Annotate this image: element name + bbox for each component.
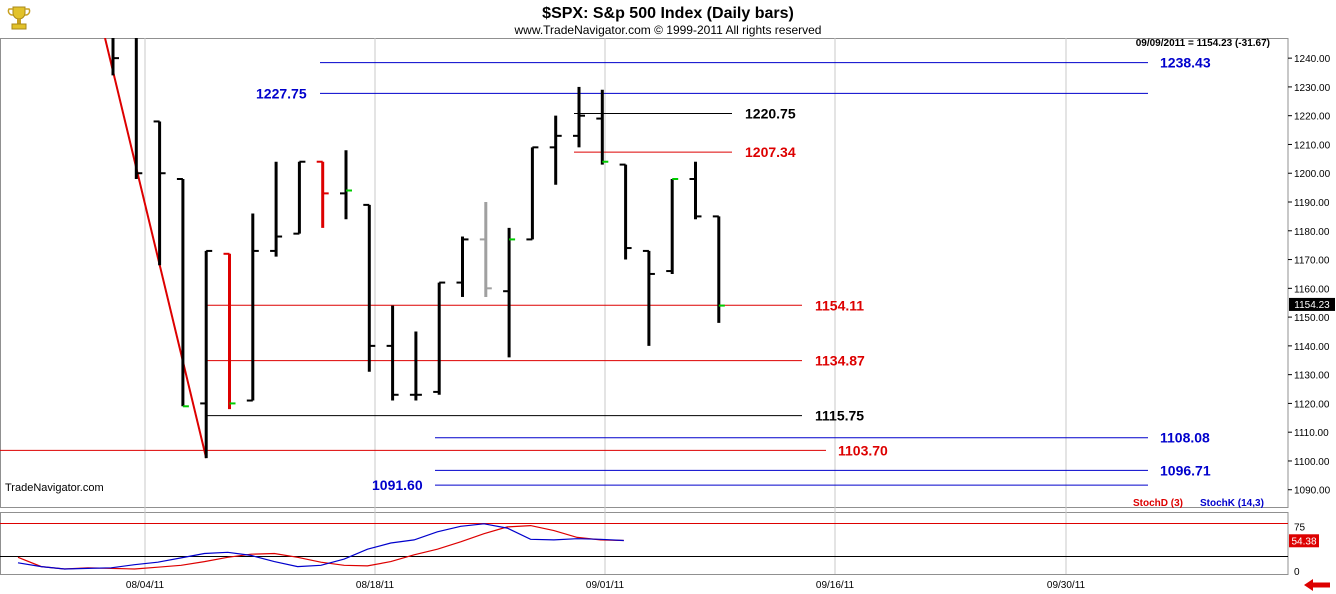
- watermark: TradeNavigator.com: [5, 482, 104, 494]
- y-tick-label: 1220.00: [1294, 112, 1331, 123]
- ohlc-bar: [363, 203, 376, 372]
- y-tick-label: 1200.00: [1294, 169, 1331, 180]
- legend-stochd: StochD (3): [1133, 498, 1183, 509]
- ohlc-bar: [712, 215, 725, 323]
- ohlc-bar: [153, 120, 166, 266]
- downtrend-line: [104, 38, 208, 459]
- ohlc-bar: [503, 227, 516, 358]
- y-tick-label: 1120.00: [1294, 399, 1330, 410]
- trendline: [104, 38, 208, 459]
- last-price-badge: [1289, 297, 1335, 311]
- level-label: 1103.70: [838, 442, 888, 458]
- y-tick-label: 1100.00: [1294, 457, 1330, 468]
- level-label: 1134.87: [815, 353, 865, 369]
- ohlc-bar: [134, 38, 143, 179]
- stochastic-panel: StochD (3) StochK (14,3) 75 0 54.38: [0, 498, 1319, 578]
- grid: 08/04/11 08/18/11 09/01/11 09/16/11 09/30/11: [0, 38, 1289, 591]
- level-label: 1108.08: [1160, 430, 1210, 446]
- ohlc-bar: [666, 177, 679, 274]
- y-tick-label: 1180.00: [1294, 227, 1330, 238]
- ohlc-bar: [176, 177, 189, 408]
- level-label: 1115.75: [815, 408, 864, 424]
- x-tick-label: 09/01/11: [586, 580, 625, 591]
- stoch-panel-frame: [0, 512, 1289, 575]
- y-tick-label: 1130.00: [1294, 371, 1330, 382]
- ohlc-bar: [433, 281, 446, 395]
- y-tick-label: 1170.00: [1294, 256, 1330, 267]
- support-resistance-levels: 1238.43 1227.75 1220.75 1207.34 1154.11 1134.…: [0, 55, 1211, 493]
- ohlc-bar: [642, 249, 655, 346]
- level-label: 1227.75: [256, 85, 307, 101]
- level-label: 1091.60: [372, 477, 423, 493]
- level-label: 1220.75: [745, 106, 796, 122]
- ohlc-bars: [111, 38, 725, 459]
- stoch-y-label: 75: [1294, 523, 1306, 534]
- x-tick-label: 09/30/11: [1047, 580, 1086, 591]
- ohlc-bar: [111, 38, 119, 76]
- level-label: 1238.43: [1160, 55, 1211, 71]
- price-panel-frame: [0, 38, 1289, 508]
- y-tick-label: 1230.00: [1294, 83, 1331, 94]
- ohlc-bar: [246, 213, 259, 402]
- price-axis: 1090.00 1100.00 1110.00 1120.00 1130.00 1140.…: [1288, 54, 1335, 497]
- ohlc-bar: [409, 331, 422, 401]
- stoch-y-label: 0: [1294, 567, 1300, 578]
- last-price-label: 1154.23: [1294, 300, 1330, 311]
- ohlc-bar: [479, 202, 492, 297]
- y-tick-label: 1110.00: [1294, 428, 1329, 439]
- stoch-value-badge: [1289, 534, 1319, 548]
- ohlc-bar: [619, 163, 632, 260]
- x-tick-label: 08/18/11: [356, 580, 395, 591]
- left-arrow-icon[interactable]: [1302, 578, 1332, 592]
- y-tick-label: 1150.00: [1294, 313, 1330, 324]
- legend-stochk: StochK (14,3): [1200, 498, 1264, 509]
- stoch-d-line: [17, 524, 624, 570]
- ohlc-bar: [596, 89, 609, 165]
- y-tick-label: 1190.00: [1294, 198, 1330, 209]
- ohlc-bar: [689, 161, 702, 220]
- x-tick-label: 08/04/11: [126, 580, 165, 591]
- ohlc-bar: [293, 160, 306, 235]
- y-tick-label: 1140.00: [1294, 342, 1330, 353]
- ohlc-bar: [549, 115, 562, 185]
- ohlc-bar: [573, 86, 585, 148]
- ohlc-bar: [270, 161, 283, 257]
- level-label: 1096.71: [1160, 462, 1211, 478]
- trophy-icon[interactable]: [4, 3, 34, 33]
- x-tick-label: 09/16/11: [816, 580, 855, 591]
- chart-subtitle: www.TradeNavigator.com © 1999-2011 All r…: [514, 23, 822, 37]
- level-label: 1207.34: [745, 144, 796, 160]
- ohlc-bar: [526, 146, 539, 241]
- y-tick-label: 1240.00: [1294, 54, 1331, 65]
- y-tick-label: 1090.00: [1294, 486, 1331, 497]
- chart-title: $SPX: S&p 500 Index (Daily bars): [542, 5, 794, 22]
- stoch-k-line: [17, 523, 624, 570]
- stoch-value-label: 54.38: [1291, 536, 1316, 547]
- level-label: 1154.11: [815, 297, 864, 313]
- ohlc-bar: [223, 252, 236, 410]
- price-readout: 09/09/2011 = 1154.23 (-31.67): [1136, 38, 1270, 49]
- ohlc-bar: [456, 236, 469, 297]
- y-tick-label: 1210.00: [1294, 140, 1331, 151]
- y-tick-label: 1160.00: [1294, 284, 1330, 295]
- ohlc-bar: [386, 305, 399, 401]
- ohlc-bar: [316, 160, 329, 228]
- ohlc-bar: [200, 249, 213, 459]
- ohlc-bar: [340, 150, 352, 220]
